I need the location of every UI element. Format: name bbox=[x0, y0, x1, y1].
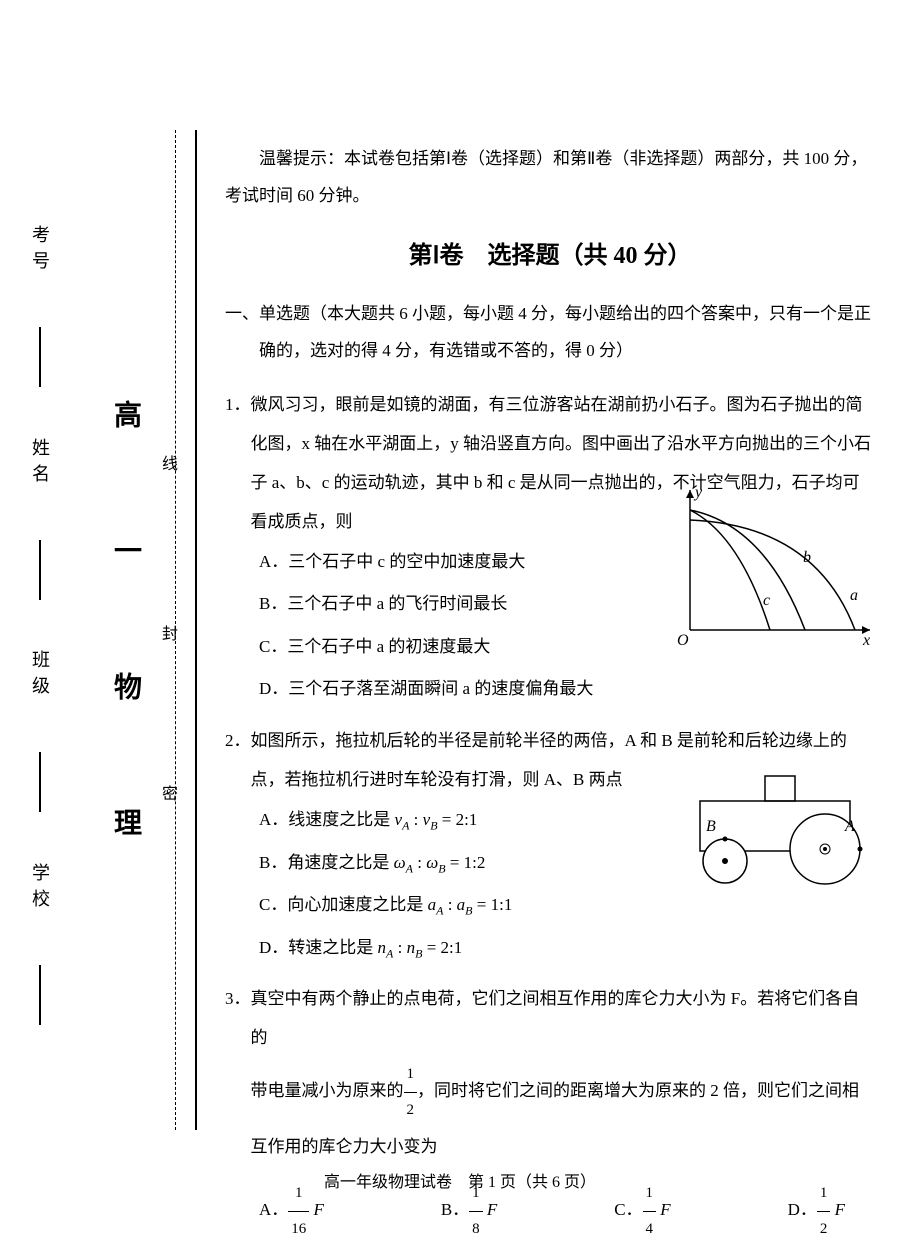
svg-text:y: y bbox=[693, 485, 703, 501]
question-1: 1．微风习习，眼前是如镜的湖面，有三位游客站在湖前扔小石子。图为石子抛出的简化图… bbox=[225, 385, 875, 711]
tractor-diagram: B A bbox=[690, 771, 865, 891]
svg-text:O: O bbox=[677, 632, 689, 649]
section-header-line: 一、单选题（本大题共 6 小题，每小题 4 分，每小题给出的四个答案中，只有一个… bbox=[225, 295, 875, 332]
question-2: 2．如图所示，拖拉机后轮的半径是前轮半径的两倍，A 和 B 是前轮和后轮边缘上的… bbox=[225, 721, 875, 969]
subject-title: 高 一 物 理 bbox=[105, 400, 145, 876]
svg-text:a: a bbox=[850, 587, 858, 604]
svg-text:x: x bbox=[862, 632, 870, 649]
projectile-diagram: y x O a b c bbox=[675, 485, 875, 650]
seal-label: 密 bbox=[162, 780, 178, 804]
svg-text:b: b bbox=[803, 549, 811, 566]
sidebar-line bbox=[39, 752, 41, 812]
main-content: 温馨提示：本试卷包括第Ⅰ卷（选择题）和第Ⅱ卷（非选择题）两部分，共 100 分，… bbox=[225, 140, 875, 1256]
seal-label: 封 bbox=[162, 620, 178, 644]
question-text: 3．真空中有两个静止的点电荷，它们之间相互作用的库仑力大小为 F。若将它们各自的 bbox=[225, 979, 875, 1057]
q1-figure: y x O a b c bbox=[675, 485, 875, 664]
sidebar-label: 学校 bbox=[27, 863, 53, 915]
margin-solid-line bbox=[195, 130, 197, 1130]
seal-label: 线 bbox=[162, 450, 178, 474]
binding-sidebar: 考号 姓名 班级 学校 bbox=[20, 200, 60, 1050]
svg-text:c: c bbox=[763, 592, 770, 609]
exam-hint: 温馨提示：本试卷包括第Ⅰ卷（选择题）和第Ⅱ卷（非选择题）两部分，共 100 分，… bbox=[225, 140, 875, 215]
question-number: 1． bbox=[225, 395, 251, 414]
sidebar-line bbox=[39, 965, 41, 1025]
sidebar-line bbox=[39, 327, 41, 387]
question-3: 3．真空中有两个静止的点电荷，它们之间相互作用的库仑力大小为 F。若将它们各自的… bbox=[225, 979, 875, 1246]
sidebar-line bbox=[39, 540, 41, 600]
option-d: D．转速之比是 nA : nB = 2:1 bbox=[259, 927, 875, 970]
question-number: 2． bbox=[225, 731, 251, 750]
svg-text:A: A bbox=[844, 818, 855, 835]
section-header-line: 确的，选对的得 4 分，有选错或不答的，得 0 分） bbox=[225, 332, 875, 369]
sidebar-label: 考号 bbox=[27, 225, 53, 277]
section-title: 第Ⅰ卷 选择题（共 40 分） bbox=[225, 235, 875, 270]
question-number: 3． bbox=[225, 989, 251, 1008]
q3-text-line2: 带电量减小为原来的12，同时将它们之间的距离增大为原来的 2 倍，则它们之间相 bbox=[225, 1057, 875, 1127]
svg-text:B: B bbox=[706, 818, 716, 835]
page-footer: 高一年级物理试卷 第 1 页（共 6 页） bbox=[0, 1168, 920, 1192]
q2-figure: B A bbox=[690, 771, 865, 905]
q3-text-line3: 互作用的库仑力大小变为 bbox=[225, 1127, 875, 1166]
section-header: 一、单选题（本大题共 6 小题，每小题 4 分，每小题给出的四个答案中，只有一个… bbox=[225, 295, 875, 370]
sidebar-label: 姓名 bbox=[27, 438, 53, 490]
sidebar-label: 班级 bbox=[27, 650, 53, 702]
option-d: D．三个石子落至湖面瞬间 a 的速度偏角最大 bbox=[259, 668, 875, 711]
q3-text-line1: 真空中有两个静止的点电荷，它们之间相互作用的库仑力大小为 F。若将它们各自的 bbox=[251, 989, 860, 1047]
